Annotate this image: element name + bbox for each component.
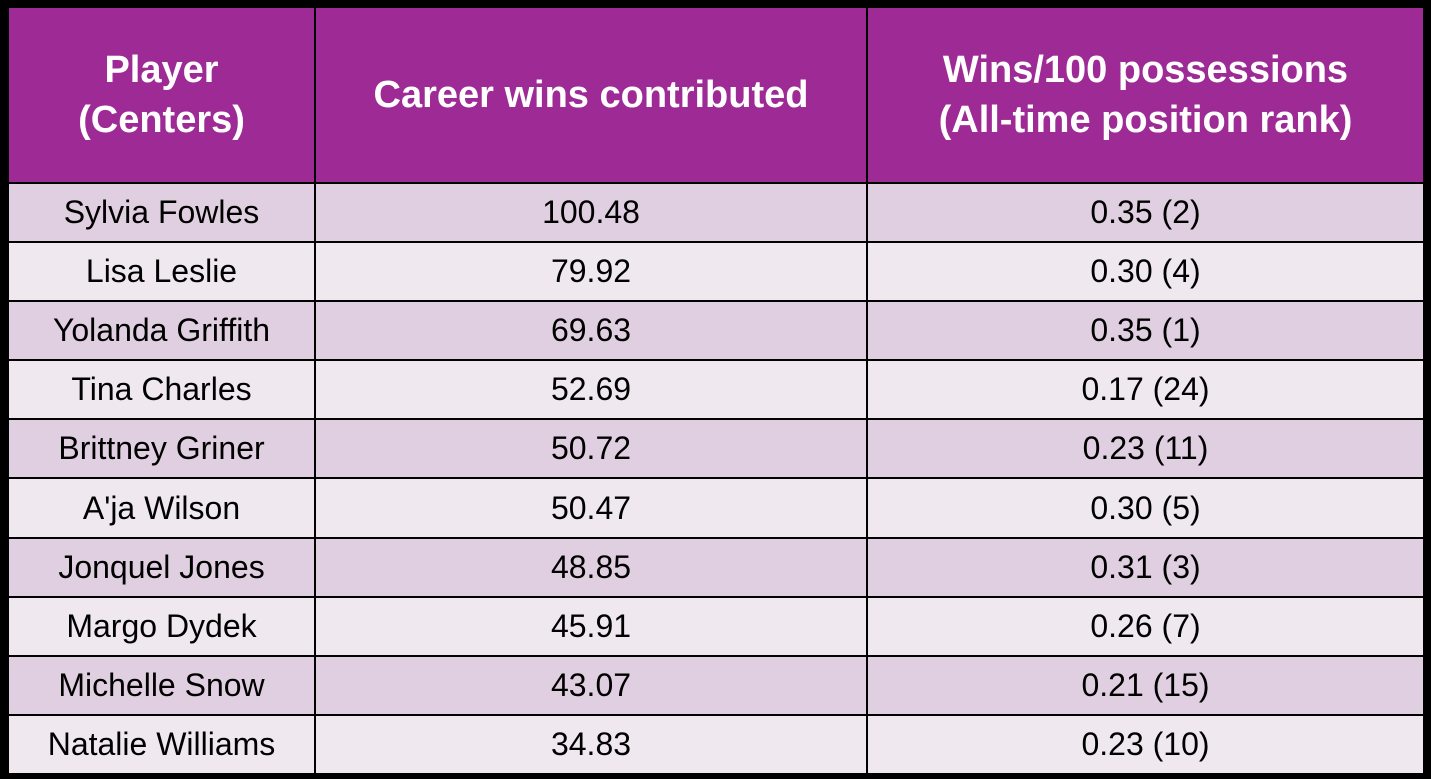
header-text: Career wins contributed — [373, 74, 809, 116]
table-cell: 79.92 — [314, 241, 868, 303]
table-row: Lisa Leslie 79.92 0.30 (4) — [7, 241, 1425, 303]
header-text: Wins/100 possessions — [942, 49, 1349, 91]
table-cell: 69.63 — [314, 300, 868, 362]
table-cell: 0.23 (11) — [866, 418, 1425, 480]
table-cell: 0.17 (24) — [866, 359, 1425, 421]
table-cell: 50.47 — [314, 477, 868, 539]
table-cell: 43.07 — [314, 654, 868, 716]
table-row: Yolanda Griffith 69.63 0.35 (1) — [7, 300, 1425, 362]
table-cell: Sylvia Fowles — [7, 181, 316, 244]
table-row: Sylvia Fowles 100.48 0.35 (2) — [7, 181, 1425, 244]
table-row: Brittney Griner 50.72 0.23 (11) — [7, 418, 1425, 480]
table-cell: 0.31 (3) — [866, 536, 1425, 598]
table-body: Sylvia Fowles 100.48 0.35 (2) Lisa Leslie 79… — [7, 181, 1425, 776]
table-cell: 0.35 (1) — [866, 300, 1425, 362]
table-cell: Margo Dydek — [7, 595, 316, 657]
header-text: (All-time position rank) — [938, 99, 1353, 141]
stats-table: Player (Centers) Career wins contributed Wi… — [7, 6, 1425, 776]
header-cell: Career wins contributed — [314, 6, 868, 184]
table-cell: 0.35 (2) — [866, 181, 1425, 244]
table-cell: 0.26 (7) — [866, 595, 1425, 657]
table-cell: Natalie Williams — [7, 713, 316, 776]
table-cell: 0.30 (4) — [866, 241, 1425, 303]
table-row: Margo Dydek 45.91 0.26 (7) — [7, 595, 1425, 657]
header-row: Player (Centers) Career wins contributed Wi… — [7, 6, 1425, 184]
header-text: Player — [104, 49, 219, 91]
table-cell: A'ja Wilson — [7, 477, 316, 539]
header-cell: Player (Centers) — [7, 6, 316, 184]
table-cell: Lisa Leslie — [7, 241, 316, 303]
table-row: A'ja Wilson 50.47 0.30 (5) — [7, 477, 1425, 539]
table-cell: Brittney Griner — [7, 418, 316, 480]
table-cell: 50.72 — [314, 418, 868, 480]
table-cell: 0.30 (5) — [866, 477, 1425, 539]
table-row: Tina Charles 52.69 0.17 (24) — [7, 359, 1425, 421]
table-cell: 0.21 (15) — [866, 654, 1425, 716]
table-cell: Yolanda Griffith — [7, 300, 316, 362]
table-row: Jonquel Jones 48.85 0.31 (3) — [7, 536, 1425, 598]
table-cell: Michelle Snow — [7, 654, 316, 716]
table-frame: Player (Centers) Career wins contributed Wi… — [7, 6, 1425, 776]
table-cell: 52.69 — [314, 359, 868, 421]
table-cell: 34.83 — [314, 713, 868, 776]
header-text: (Centers) — [78, 99, 245, 141]
table-cell: 0.23 (10) — [866, 713, 1425, 776]
table-row: Michelle Snow 43.07 0.21 (15) — [7, 654, 1425, 716]
table-cell: 100.48 — [314, 181, 868, 244]
table-row: Natalie Williams 34.83 0.23 (10) — [7, 713, 1425, 776]
header-cell: Wins/100 possessions (All-time position r… — [866, 6, 1425, 184]
table-cell: 45.91 — [314, 595, 868, 657]
table-cell: 48.85 — [314, 536, 868, 598]
table-cell: Jonquel Jones — [7, 536, 316, 598]
table-cell: Tina Charles — [7, 359, 316, 421]
